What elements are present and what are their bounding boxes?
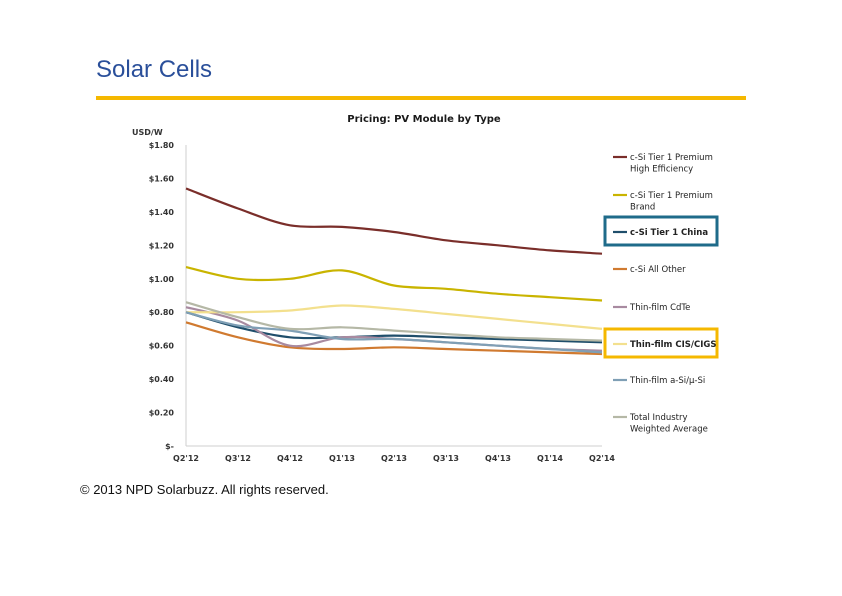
title-divider: [96, 96, 746, 100]
y-tick-label: $1.80: [149, 141, 175, 150]
legend-label: c-Si Tier 1 Premium Brand: [630, 191, 713, 213]
series-line: [185, 301, 603, 342]
y-tick-label: $-: [165, 442, 174, 451]
legend-entry: c-Si Tier 1 China: [603, 215, 719, 247]
legend-entry: Thin-film a-Si/µ-Si: [613, 376, 705, 386]
series-line: [185, 311, 603, 354]
slide-title: Solar Cells: [96, 56, 213, 83]
legend-label: Thin-film CIS/CIGS: [630, 340, 717, 350]
legend-entry: c-Si All Other: [613, 265, 686, 275]
y-tick-label: $0.20: [149, 409, 175, 418]
x-tick-label: Q4'13: [485, 454, 511, 463]
y-tick-label: $1.00: [149, 275, 175, 284]
y-tick-label: $0.80: [149, 308, 175, 317]
x-tick-label: Q2'13: [381, 454, 407, 463]
legend-label: c-Si All Other: [630, 265, 686, 275]
y-axis-label: USD/W: [132, 128, 163, 137]
x-tick-label: Q2'14: [589, 454, 615, 463]
copyright-notice: © 2013 NPD Solarbuzz. All rights reserve…: [80, 482, 329, 497]
legend-entry: c-Si Tier 1 Premium High Efficiency: [613, 153, 713, 175]
legend-entry: Thin-film CIS/CIGS: [603, 327, 719, 359]
x-tick-label: Q1'13: [329, 454, 355, 463]
x-tick-label: Q4'12: [277, 454, 303, 463]
x-tick-label: Q1'14: [537, 454, 563, 463]
x-tick-label: Q3'12: [225, 454, 251, 463]
legend-label: Total Industry Weighted Average: [629, 413, 708, 435]
legend-entry: c-Si Tier 1 Premium Brand: [613, 191, 713, 213]
highlight-box: [603, 215, 719, 247]
y-tick-label: $1.20: [149, 241, 175, 250]
chart-title: Pricing: PV Module by Type: [347, 114, 501, 125]
legend-entry: Total Industry Weighted Average: [613, 413, 708, 435]
x-tick-label: Q3'13: [433, 454, 459, 463]
highlight-box: [603, 327, 719, 359]
series-line: [185, 321, 603, 356]
legend-label: c-Si Tier 1 Premium High Efficiency: [630, 153, 713, 175]
series-line: [185, 311, 603, 344]
y-tick-label: $1.40: [149, 208, 175, 217]
legend-label: c-Si Tier 1 China: [630, 228, 708, 238]
x-tick-label: Q2'12: [173, 454, 199, 463]
legend-entry: Thin-film CdTe: [613, 303, 690, 313]
series-line: [185, 266, 603, 302]
y-tick-label: $0.60: [149, 342, 175, 351]
series-line: [185, 187, 603, 255]
y-tick-label: $1.60: [149, 174, 175, 183]
legend-label: Thin-film CdTe: [629, 303, 690, 313]
series-line: [185, 304, 603, 330]
y-tick-label: $0.40: [149, 375, 175, 384]
legend-label: Thin-film a-Si/µ-Si: [629, 376, 705, 386]
